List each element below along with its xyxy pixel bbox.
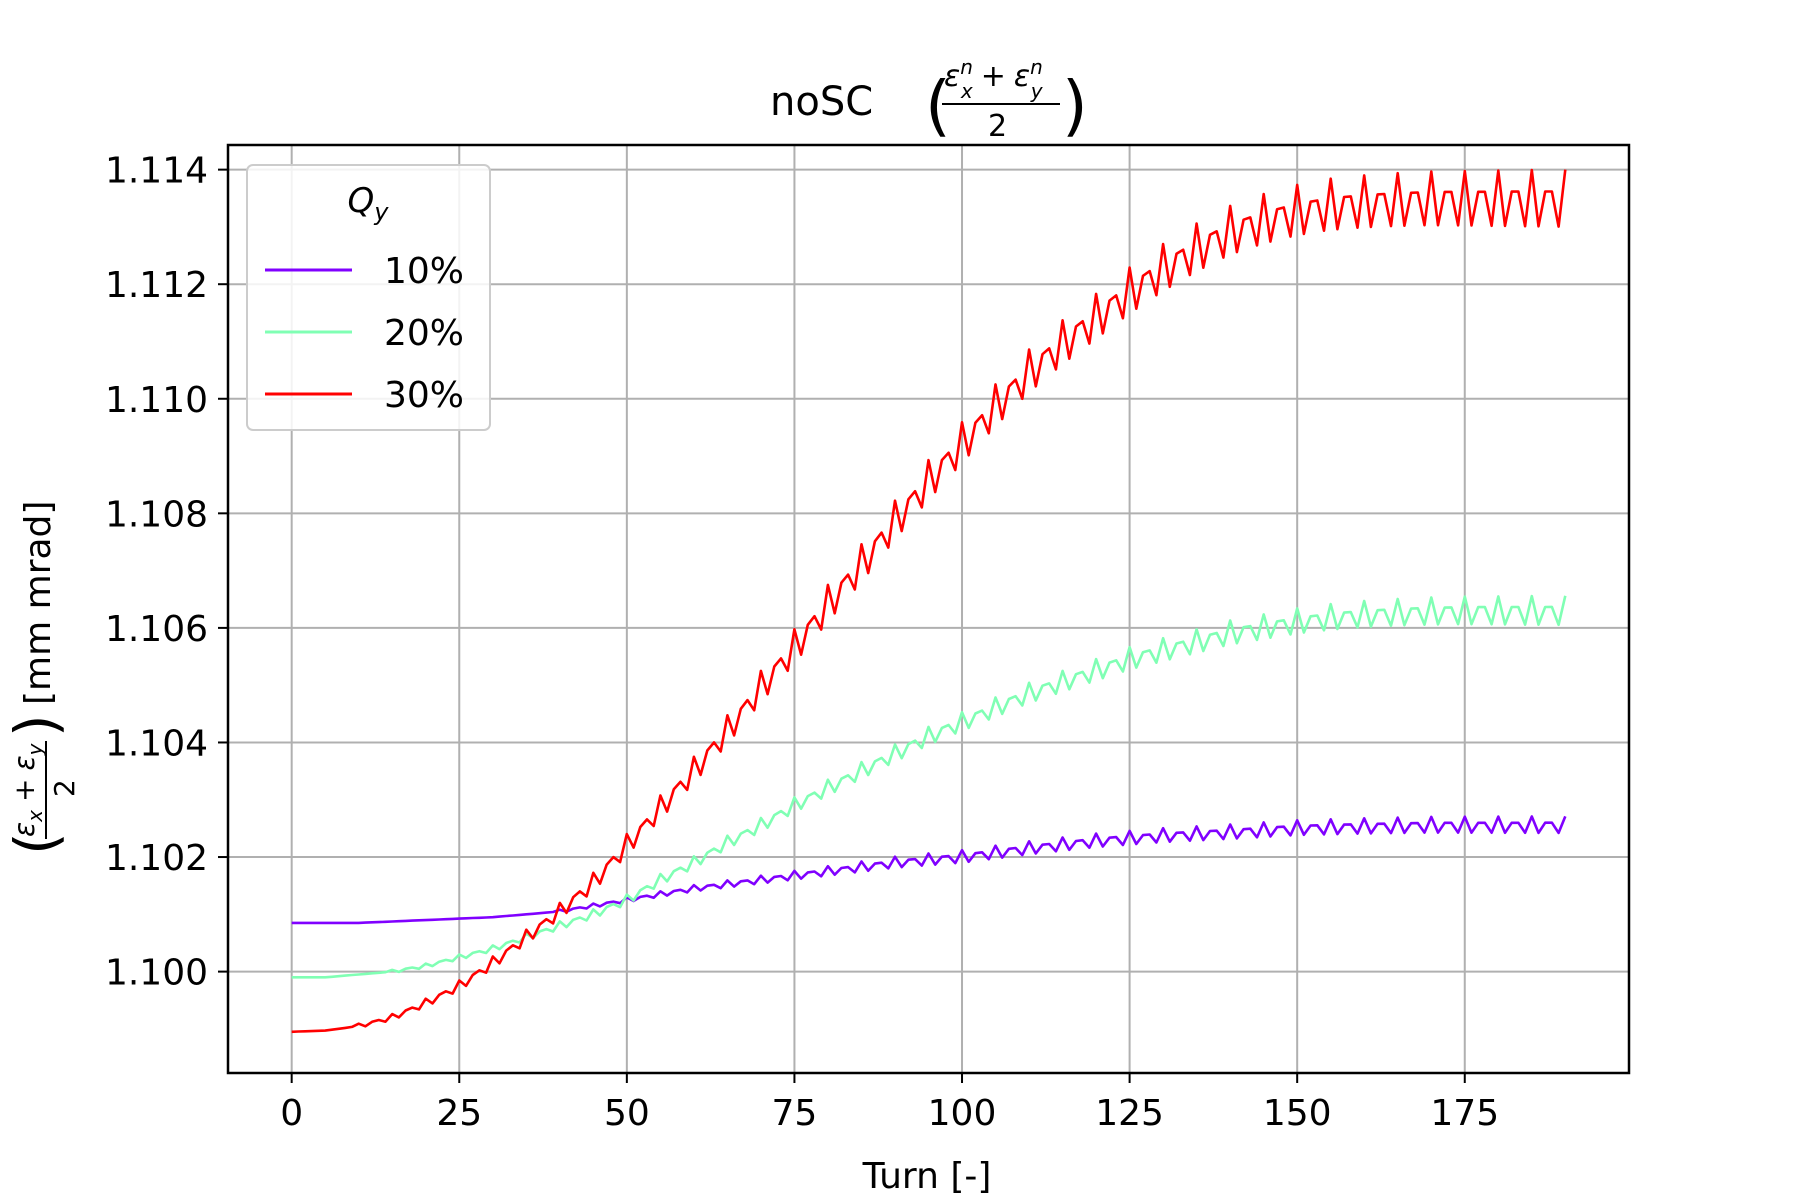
x-axis-label: Turn [-]	[862, 1156, 992, 1197]
ylabel-right-paren: )	[2, 714, 70, 737]
y-tick-label: 1.114	[105, 151, 208, 192]
x-tick-label: 150	[1263, 1093, 1332, 1134]
x-tick-label: 50	[604, 1093, 650, 1134]
x-tick-label: 125	[1095, 1093, 1164, 1134]
y-tick-label: 1.104	[105, 723, 208, 764]
y-tick-label: 1.108	[105, 494, 208, 535]
series-line-20pct	[291, 594, 1567, 979]
legend-label: 10%	[384, 251, 464, 292]
chart-title-text: noSC	[770, 79, 873, 125]
legend-label: 20%	[384, 313, 464, 354]
legend-box	[246, 164, 491, 431]
title-left-paren: (	[925, 67, 951, 144]
y-tick-label: 1.106	[105, 609, 208, 650]
y-tick-label: 1.102	[105, 838, 208, 879]
y-axis-ticks: 1.100 1.102 1.104 1.106 1.108 1.110 1.112 1.114	[105, 151, 228, 994]
legend-label: 30%	[384, 375, 464, 416]
x-tick-label: 100	[928, 1093, 997, 1134]
x-tick-label: 0	[280, 1093, 303, 1134]
legend-entries: 10% 20% 30%	[265, 251, 464, 416]
x-tick-label: 25	[436, 1093, 482, 1134]
y-axis-label: ( εx+εy 2 ) [mm mrad]	[2, 501, 81, 855]
series-line-30pct	[291, 168, 1567, 1034]
title-math-numerator: εn x + εn y	[944, 55, 1044, 103]
y-tick-label: 1.100	[105, 953, 208, 994]
ylabel-math-numerator: εx+εy	[8, 742, 47, 837]
series-layer	[291, 168, 1567, 1034]
x-tick-label: 75	[772, 1093, 818, 1134]
chart-title-math: ( εn x + εn y 2 )	[925, 55, 1088, 144]
chart-title: noSC ( εn x + εn y 2 )	[770, 55, 1088, 144]
y-tick-label: 1.110	[105, 380, 208, 421]
title-right-paren: )	[1062, 67, 1088, 144]
y-tick-label: 1.112	[105, 265, 208, 306]
y-axis-label-text: [mm mrad]	[18, 501, 59, 705]
x-tick-label: 175	[1430, 1093, 1499, 1134]
series-line-10pct	[291, 815, 1567, 925]
ylabel-math-denominator: 2	[48, 779, 81, 797]
ylabel-left-paren: (	[2, 832, 70, 855]
plot-frame	[226, 143, 1631, 1075]
x-axis-ticks: 0 25 50 75 100 125 150 175	[280, 1073, 1499, 1134]
legend: Qy 10%20%30%	[246, 164, 491, 431]
y-axis-label-math: ( εx+εy 2 )	[2, 714, 81, 855]
title-math-denominator: 2	[988, 109, 1007, 144]
